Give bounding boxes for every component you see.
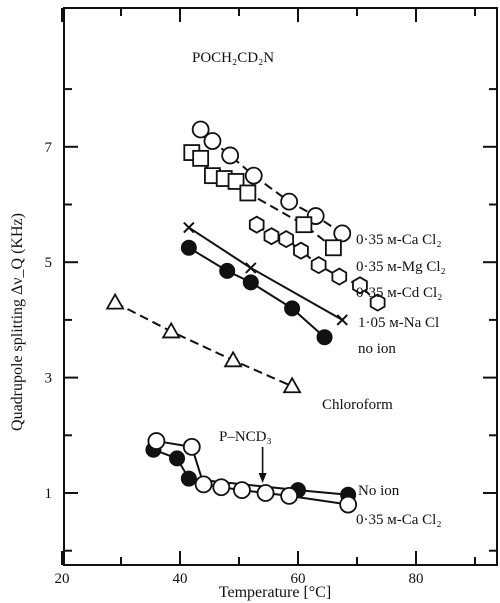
series-markers-4: [180, 239, 333, 346]
marker-open-hexagon: [369, 293, 386, 312]
series-markers-0: [191, 120, 352, 243]
marker-open-hexagon: [310, 256, 327, 275]
marker-open-hexagon: [331, 267, 348, 286]
series-markers: [105, 120, 386, 514]
marker-open-square: [295, 216, 313, 234]
marker-open-circle: [147, 432, 166, 450]
marker-open-circle: [256, 484, 275, 502]
series-label-3: 1·05 м-Na Cl: [358, 315, 439, 331]
x-tick-label: 40: [173, 571, 188, 587]
marker-open-hexagon: [352, 276, 368, 295]
x-axis-title: Temperature [°C]: [219, 584, 331, 601]
arrow-head: [258, 473, 267, 483]
series-label-1: 0·35 м-Mg Cl₂: [356, 259, 446, 275]
chart-title: POCH₂CD₂N: [192, 50, 274, 66]
marker-cross-b: [245, 262, 257, 274]
plot-frame: [63, 7, 498, 566]
x-tick-label: 60: [291, 571, 306, 587]
annotation-arrow: [258, 447, 267, 483]
marker-open-hexagon: [248, 215, 265, 234]
x-tick-label: 20: [55, 571, 70, 587]
series-markers-2: [248, 215, 386, 312]
series-line-5: [114, 301, 293, 388]
marker-open-circle: [280, 486, 299, 505]
marker-open-circle: [212, 478, 231, 497]
marker-open-triangle: [105, 292, 125, 310]
series-labels: 0·35 м-Ca Cl₂ 0·35 м-Mg Cl₂ 0·35 м-Cd Cl₂ 1…: [322, 232, 446, 528]
series-label-2: 0·35 м-Cd Cl₂: [356, 285, 442, 301]
series-label-0: 0·35 м-Ca Cl₂: [356, 232, 442, 248]
series-markers-5: [105, 292, 302, 394]
marker-open-square: [192, 149, 210, 167]
marker-open-circle: [233, 481, 251, 500]
annotation-p-ncd3: P–NCD₃: [219, 429, 272, 445]
series-markers-7: [147, 432, 358, 514]
marker-open-triangle: [223, 350, 243, 368]
marker-filled-circle: [180, 239, 197, 256]
marker-open-triangle: [282, 376, 302, 394]
series-markers-3: [183, 221, 348, 326]
y-axis-title: Quadrupole splitting Δν_Q (KHz): [9, 213, 26, 431]
series-markers-1: [183, 144, 342, 257]
marker-open-circle: [203, 132, 222, 150]
marker-filled-circle: [242, 274, 259, 291]
series-label-4: no ion: [358, 341, 396, 357]
marker-open-hexagon: [278, 230, 295, 249]
marker-cross-b: [336, 314, 348, 326]
y-tick-label: 1: [45, 486, 53, 502]
y-tick-label: 7: [45, 140, 53, 156]
marker-open-square: [239, 184, 257, 202]
series-label-6: No ion: [358, 483, 400, 499]
marker-filled-circle: [316, 329, 333, 346]
plot-border: [63, 7, 498, 566]
marker-cross-b: [183, 221, 195, 234]
marker-open-circle: [280, 192, 299, 211]
y-tick-label: 3: [45, 371, 53, 387]
marker-open-circle: [333, 224, 352, 243]
marker-open-circle: [194, 475, 213, 494]
marker-open-hexagon: [293, 241, 309, 260]
marker-filled-circle: [180, 470, 197, 487]
series-line-1: [191, 151, 335, 249]
marker-open-triangle: [161, 321, 181, 339]
marker-open-square: [324, 239, 342, 257]
marker-open-circle: [339, 495, 358, 514]
marker-open-circle: [221, 146, 240, 165]
marker-open-hexagon: [263, 227, 280, 246]
x-tick-label: 80: [409, 571, 424, 587]
marker-open-circle: [244, 166, 263, 185]
marker-open-circle: [191, 120, 210, 139]
axis-ticks: 20 40 60 80 1 3 5 7: [45, 8, 497, 587]
marker-filled-circle: [284, 300, 301, 317]
series-line-4: [188, 246, 326, 338]
marker-filled-circle: [219, 262, 236, 279]
marker-open-circle: [182, 437, 201, 456]
series-label-5: Chloroform: [322, 397, 393, 413]
series-label-7: 0·35 м-Ca Cl₂: [356, 512, 442, 528]
y-tick-label: 5: [45, 255, 53, 271]
marker-filled-circle: [169, 450, 186, 467]
